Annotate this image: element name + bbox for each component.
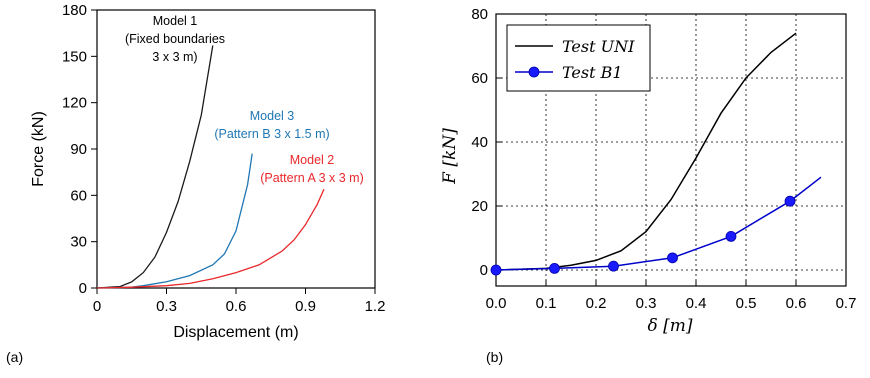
chart-a-annotation: (Pattern A 3 x 3 m)	[260, 171, 364, 185]
chart-a-ytick-label: 60	[70, 187, 87, 204]
chart-a-annotation: 3 x 3 m)	[152, 50, 197, 64]
chart-b-marker	[667, 252, 678, 264]
chart-a-series-line	[96, 153, 253, 289]
chart-b-series-line	[495, 176, 822, 271]
chart-b: 0.0 0.1 0.2 0.3 0.4 0.5 0.6 0.7 0 20 40 60 80 Test U…	[440, 6, 856, 365]
chart-a-annotation: (Fixed boundaries	[125, 32, 225, 46]
chart-a: 0 0.3 0.6 0.9 1.2 0 30 60 90 120 150 180 Model 1 (Fi…	[6, 2, 385, 365]
chart-a-ytick-label: 180	[62, 2, 87, 19]
chart-a-ytick-label: 30	[70, 234, 87, 251]
chart-b-marker	[608, 260, 619, 272]
chart-a-xtick-label: 0.6	[226, 298, 247, 315]
chart-b-ylabel: F [kN]	[440, 128, 460, 185]
chart-b-xtick-label: 0.6	[786, 295, 807, 312]
chart-a-ylabel: Force (kN)	[30, 111, 47, 187]
chart-a-annotation: Model 3	[250, 109, 295, 123]
chart-b-series-line	[495, 32, 797, 271]
chart-b-xtick-label: 0.7	[836, 295, 857, 312]
legend-label: Test UNI	[562, 37, 635, 56]
chart-a-ytick-label: 0	[79, 280, 87, 297]
legend-marker	[528, 66, 540, 78]
chart-a-xtick-label: 0	[93, 298, 101, 315]
chart-b-ytick-label: 0	[480, 262, 488, 279]
chart-a-ytick-label: 120	[62, 95, 87, 112]
chart-b-legend: Test UNI Test B1	[506, 24, 651, 92]
chart-a-series-line	[96, 45, 214, 289]
chart-a-series-line	[96, 188, 325, 289]
chart-b-ytick-label: 80	[471, 6, 488, 23]
chart-a-panel-label: (a)	[6, 349, 23, 365]
chart-b-xtick-label: 0.3	[636, 295, 657, 312]
legend-box	[506, 24, 651, 92]
chart-b-frame	[495, 13, 847, 287]
chart-a-xtick-label: 0.3	[156, 298, 177, 315]
chart-b-marker	[725, 230, 737, 242]
chart-a-frame	[96, 9, 376, 289]
chart-a-ytick-label: 90	[70, 141, 87, 158]
chart-b-panel-label: (b)	[486, 349, 503, 365]
chart-b-marker	[490, 264, 502, 276]
legend-label: Test B1	[562, 63, 623, 82]
chart-b-xtick-label: 0.5	[736, 295, 757, 312]
chart-a-xtick-label: 0.9	[295, 298, 316, 315]
chart-b-marker	[549, 262, 560, 274]
chart-a-ytick-label: 150	[62, 48, 87, 65]
chart-b-xtick-label: 0.2	[586, 295, 607, 312]
chart-a-xlabel: Displacement (m)	[173, 324, 298, 341]
chart-b-xtick-label: 0.0	[486, 295, 507, 312]
chart-a-annotation: Model 2	[290, 153, 335, 167]
chart-b-marker	[784, 195, 796, 207]
chart-a-xtick-label: 1.2	[365, 298, 386, 315]
chart-b-ytick-label: 20	[471, 198, 488, 215]
chart-b-ytick-label: 40	[471, 134, 488, 151]
chart-b-xlabel: δ [m]	[647, 316, 692, 336]
chart-a-annotation: Model 1	[153, 14, 198, 28]
chart-b-ytick-label: 60	[471, 70, 488, 87]
chart-b-xtick-label: 0.4	[686, 295, 707, 312]
chart-a-annotation: (Pattern B 3 x 1.5 m)	[214, 127, 329, 141]
chart-b-xtick-label: 0.1	[536, 295, 557, 312]
